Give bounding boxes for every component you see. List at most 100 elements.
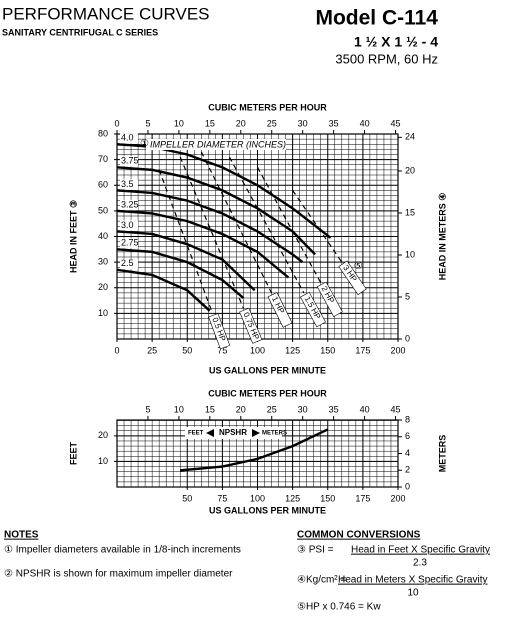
x-tick-label: 175: [355, 493, 370, 503]
y2-tick-label: 10: [405, 249, 415, 259]
y-tick-label: 30: [98, 257, 108, 267]
x2-tick-label: 40: [360, 118, 370, 128]
curve-label-bg: [120, 238, 138, 249]
x-tick-label: 125: [285, 493, 300, 503]
x2-tick-label: 5: [145, 118, 150, 128]
x-tick-label: 200: [390, 493, 405, 503]
curve-label: 2.75: [121, 238, 139, 248]
hp-label-group: 2 HP: [316, 281, 343, 318]
hp-label-bg: [300, 291, 326, 328]
annotation: NPSHR: [219, 428, 247, 437]
hp-label: 0.75 HP: [242, 311, 261, 341]
x2-tick-label: 10: [174, 404, 184, 414]
conversion-denominator: 2.3: [413, 558, 427, 569]
y-tick-label: 20: [98, 430, 108, 440]
y-tick-label: 10: [98, 456, 108, 466]
x2-tick-label: 20: [236, 118, 246, 128]
y-tick-label: 40: [98, 231, 108, 241]
annotation-bg: [146, 139, 286, 150]
y2-tick-label: 0: [405, 333, 410, 343]
curve-label: 3.0: [121, 220, 134, 230]
conversion-denominator: 10: [407, 588, 419, 599]
x-tick-label: 150: [320, 493, 335, 503]
y2-tick-label: 6: [405, 431, 410, 441]
x2-tick-label: 15: [205, 404, 215, 414]
curve: [180, 428, 329, 472]
y-axis-title: HEAD IN FEET ③: [68, 200, 78, 273]
x-tick-label: 125: [285, 345, 300, 355]
y2-tick-label: 8: [405, 414, 410, 424]
hp-note: ⑤: [354, 261, 363, 272]
conversion-hp: ⑤HP x 0.746 = Kw: [297, 602, 381, 613]
annotation-bg: [185, 427, 282, 439]
x-tick-label: 75: [217, 493, 227, 503]
model: Model C-114: [315, 7, 438, 30]
y2-axis-title: METERS: [437, 435, 447, 473]
annotation-left: FEET: [188, 431, 204, 437]
curve-label-bg: [120, 156, 138, 167]
y2-axis-title: HEAD IN METERS ④: [437, 193, 447, 281]
notes-title: NOTES: [4, 530, 39, 541]
x2-tick-label: 30: [298, 404, 308, 414]
x-tick-label: 100: [250, 345, 265, 355]
annotation-right: METERS: [262, 431, 287, 437]
y2-tick-label: 24: [405, 132, 415, 142]
hp-line: [256, 167, 322, 283]
y-tick-label: 80: [98, 128, 108, 138]
hp-line: [228, 156, 305, 294]
x2-tick-label: 20: [236, 404, 246, 414]
size: 1 ½ X 1 ½ - 4: [354, 34, 438, 50]
hp-label-bg: [267, 292, 293, 328]
x2-tick-label: 40: [360, 404, 370, 414]
page-subtitle: SANITARY CENTRIFUGAL C SERIES: [2, 27, 158, 37]
x2-tick-label: 30: [298, 118, 308, 128]
hp-line: [158, 169, 214, 314]
curve-label-bg: [120, 220, 138, 231]
hp-label-bg: [239, 307, 263, 344]
x2-tick-label: 15: [205, 118, 215, 128]
note: ① Impeller diameters available in 1/8-in…: [4, 545, 241, 556]
x2-tick-label: 35: [329, 404, 339, 414]
y-axis-title: FEET: [68, 442, 78, 466]
x-tick-label: 50: [182, 493, 192, 503]
x2-tick-label: 35: [329, 118, 339, 128]
conversions-title: COMMON CONVERSIONS: [297, 530, 421, 541]
curve-label: 3.75: [121, 156, 139, 166]
curve-label: 4.0: [121, 133, 134, 143]
note: ② NPSHR is shown for maximum impeller di…: [4, 569, 233, 580]
y2-tick-label: 2: [405, 465, 410, 475]
y2-tick-label: 0: [405, 481, 410, 491]
page-title: PERFORMANCE CURVES: [2, 4, 210, 23]
hp-line: [179, 156, 245, 309]
y-tick-label: 10: [98, 308, 108, 318]
x-tick-label: 75: [217, 345, 227, 355]
conversion-label: ③ PSI =: [297, 545, 334, 556]
curve-label: 2.5: [121, 258, 134, 268]
hp-label-group: 1.5 HP: [300, 291, 326, 328]
curve: [116, 189, 304, 264]
y-tick-label: 60: [98, 180, 108, 190]
arrow: [252, 429, 260, 437]
x2-tick-label: 45: [391, 404, 401, 414]
speed: 3500 RPM, 60 Hz: [335, 51, 438, 66]
curve: [116, 230, 256, 292]
y2-tick-label: 5: [405, 291, 410, 301]
x2-tick-label: 5: [145, 404, 150, 414]
curve-label-bg: [120, 258, 138, 269]
x2-axis-title: CUBIC METERS PER HOUR: [208, 102, 327, 112]
curve-label-bg: [120, 179, 138, 190]
x2-tick-label: 0: [114, 118, 119, 128]
x-axis-title: US GALLONS PER MINUTE: [209, 505, 326, 515]
x-tick-label: 150: [320, 345, 335, 355]
x-tick-label: 200: [390, 345, 405, 355]
x2-tick-label: 10: [174, 118, 184, 128]
hp-label-bg: [338, 260, 367, 296]
curve-label: 3.5: [121, 179, 134, 189]
y-tick-label: 20: [98, 282, 108, 292]
annotation: IMPELLER DIAMETER (INCHES): [150, 139, 286, 149]
arrow: [206, 429, 214, 437]
x2-tick-label: 25: [267, 404, 277, 414]
hp-label-group: 0.5 HP: [208, 313, 231, 350]
curve: [116, 268, 211, 312]
